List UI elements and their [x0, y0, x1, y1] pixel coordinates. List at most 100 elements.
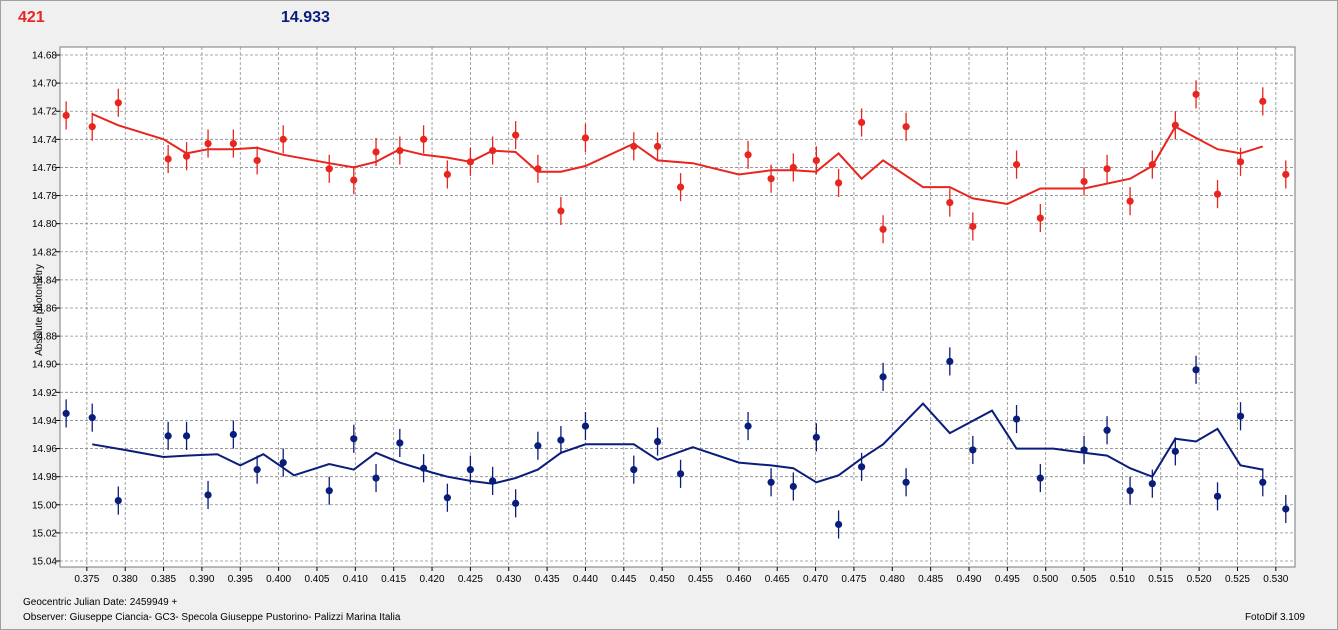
data-point	[279, 135, 287, 143]
data-point	[466, 466, 474, 474]
data-point	[857, 118, 866, 127]
y-tick-label: 14.90	[32, 360, 57, 371]
julian-date-label: Geocentric Julian Date: 2459949 +	[23, 597, 178, 608]
y-tick-label: 14.74	[32, 135, 57, 146]
data-point	[396, 146, 404, 155]
data-point	[204, 139, 212, 148]
x-tick-label: 0.405	[304, 574, 329, 585]
data-point	[1148, 480, 1156, 488]
data-point	[1236, 158, 1245, 166]
x-tick-label: 0.460	[726, 574, 751, 585]
data-point	[114, 99, 122, 107]
x-axis-ticks: 0.375 0.380 0.385 0.390 0.395 0.400 0.405 0.410…	[74, 567, 1289, 585]
data-point	[879, 373, 887, 381]
data-point	[676, 470, 685, 478]
series-blue	[62, 347, 1290, 539]
data-point	[789, 163, 797, 172]
data-point	[969, 222, 977, 231]
x-tick-label: 0.525	[1225, 574, 1250, 585]
y-tick-label: 14.98	[32, 472, 57, 483]
x-tick-label: 0.415	[381, 574, 406, 585]
data-point	[372, 474, 380, 482]
data-point	[653, 142, 662, 150]
y-tick-label: 15.00	[32, 500, 57, 511]
data-point	[1080, 446, 1088, 454]
data-point	[767, 478, 775, 486]
x-tick-label: 0.490	[956, 574, 981, 585]
y-tick-label: 14.82	[32, 247, 57, 258]
x-tick-label: 0.430	[496, 574, 521, 585]
x-tick-label: 0.375	[74, 574, 99, 585]
data-point	[676, 183, 685, 191]
x-tick-label: 0.440	[573, 574, 598, 585]
data-point	[834, 520, 843, 529]
y-tick-label: 14.86	[32, 304, 57, 315]
y-axis-label: Absolute photometry	[34, 264, 45, 356]
data-point	[466, 158, 474, 166]
data-point	[229, 430, 237, 439]
data-point	[1282, 505, 1290, 513]
data-point	[1103, 426, 1111, 434]
data-point	[902, 123, 910, 131]
x-tick-label: 0.410	[343, 574, 368, 585]
data-point	[857, 463, 866, 471]
data-point	[902, 478, 910, 486]
data-point	[767, 175, 775, 183]
x-tick-label: 0.435	[535, 574, 560, 585]
data-point	[88, 414, 96, 422]
data-point	[1171, 121, 1179, 129]
data-point	[1103, 165, 1111, 173]
x-tick-label: 0.515	[1148, 574, 1173, 585]
x-tick-label: 0.480	[880, 574, 905, 585]
x-tick-label: 0.475	[841, 574, 866, 585]
data-point	[164, 432, 172, 440]
data-point	[62, 409, 70, 418]
x-tick-label: 0.465	[765, 574, 790, 585]
data-point	[1259, 97, 1267, 105]
data-point	[372, 148, 380, 156]
data-point	[744, 422, 752, 430]
data-point	[1012, 161, 1021, 169]
y-tick-label: 14.80	[32, 219, 57, 230]
data-point	[419, 464, 428, 472]
data-point	[489, 146, 497, 155]
x-tick-label: 0.485	[918, 574, 943, 585]
data-point	[581, 134, 590, 142]
software-version: FotoDif 3.109	[1244, 612, 1305, 623]
series-red	[62, 80, 1290, 244]
data-point	[969, 446, 977, 454]
data-point	[62, 111, 70, 120]
x-tick-label: 0.520	[1187, 574, 1212, 585]
y-tick-label: 14.78	[32, 191, 57, 202]
data-point	[419, 135, 428, 143]
data-point	[182, 152, 191, 160]
data-point	[1236, 412, 1245, 420]
data-point	[114, 496, 122, 505]
data-point	[557, 436, 565, 444]
data-point	[443, 170, 451, 179]
x-tick-label: 0.395	[228, 574, 253, 585]
x-tick-label: 0.445	[611, 574, 636, 585]
data-point	[1213, 492, 1222, 500]
data-point	[443, 494, 451, 502]
y-tick-label: 15.02	[32, 528, 57, 539]
x-tick-label: 0.495	[995, 574, 1020, 585]
y-tick-label: 14.70	[32, 79, 57, 90]
data-point	[1259, 478, 1267, 486]
header-left-value: 421	[18, 9, 45, 26]
data-point	[1192, 366, 1200, 374]
data-point	[812, 156, 820, 165]
data-point	[1148, 161, 1156, 169]
data-point	[1036, 474, 1044, 482]
data-point	[164, 155, 172, 163]
data-point	[557, 207, 565, 215]
data-point	[88, 123, 96, 131]
data-point	[812, 433, 820, 441]
data-point	[630, 142, 638, 150]
y-tick-label: 14.76	[32, 163, 57, 174]
data-point	[1126, 487, 1134, 495]
data-point	[946, 357, 954, 366]
x-tick-label: 0.385	[151, 574, 176, 585]
data-point	[581, 422, 590, 430]
x-tick-label: 0.380	[113, 574, 138, 585]
